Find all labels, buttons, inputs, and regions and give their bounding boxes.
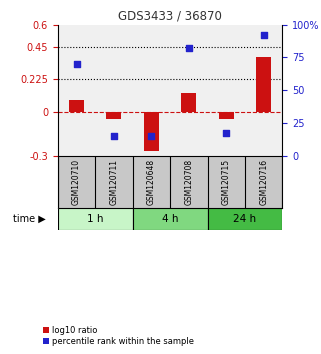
- Text: GSM120711: GSM120711: [109, 159, 118, 205]
- Bar: [256, 57, 271, 112]
- Text: 4 h: 4 h: [162, 214, 178, 224]
- Bar: [58, 208, 133, 230]
- Text: GSM120710: GSM120710: [72, 159, 81, 205]
- Bar: [219, 112, 234, 119]
- Point: [149, 133, 154, 139]
- Text: GSM120716: GSM120716: [259, 159, 268, 205]
- Text: GSM120648: GSM120648: [147, 159, 156, 205]
- Point: [186, 45, 191, 51]
- Title: GDS3433 / 36870: GDS3433 / 36870: [118, 9, 222, 22]
- Bar: [107, 112, 121, 119]
- Text: 24 h: 24 h: [233, 214, 256, 224]
- Text: GSM120715: GSM120715: [222, 159, 231, 205]
- Legend: log10 ratio, percentile rank within the sample: log10 ratio, percentile rank within the …: [43, 326, 194, 346]
- Text: 1 h: 1 h: [87, 214, 103, 224]
- Bar: [208, 208, 282, 230]
- Bar: [181, 93, 196, 112]
- Text: time ▶: time ▶: [13, 214, 46, 224]
- Point: [261, 33, 266, 38]
- Bar: [133, 208, 208, 230]
- Point: [224, 131, 229, 136]
- Text: GSM120708: GSM120708: [184, 159, 193, 205]
- Bar: [144, 112, 159, 151]
- Bar: [69, 100, 84, 112]
- Point: [74, 61, 79, 67]
- Point: [111, 133, 117, 139]
